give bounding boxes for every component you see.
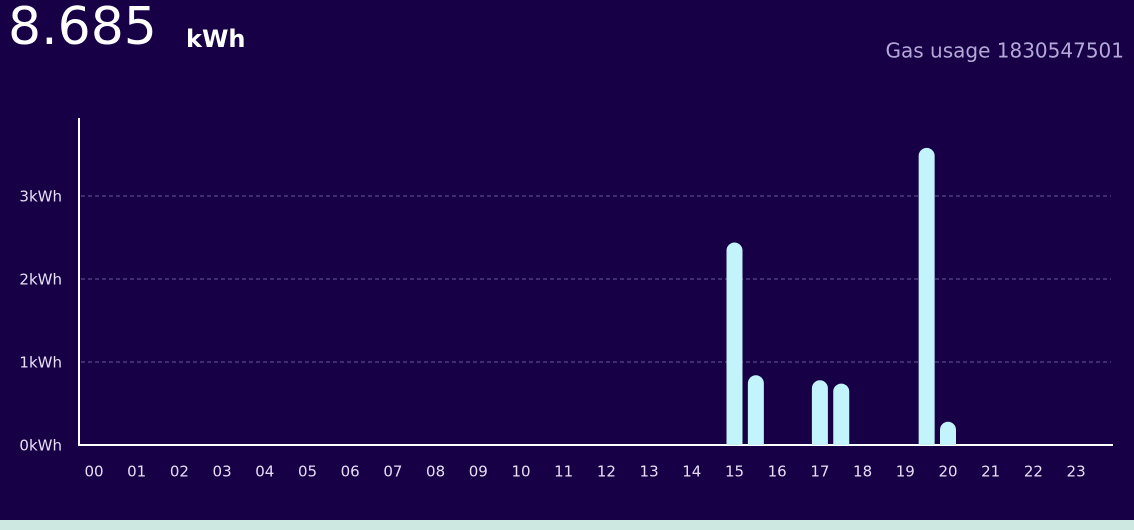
x-tick-label: 19	[896, 463, 915, 481]
bottom-strip	[0, 520, 1134, 530]
x-tick-label: 08	[426, 463, 445, 481]
y-tick-label: 0kWh	[19, 437, 62, 455]
x-tick-label: 09	[469, 463, 488, 481]
x-tick-label: 11	[554, 463, 573, 481]
x-tick-label: 07	[383, 463, 402, 481]
x-tick-label: 05	[298, 463, 317, 481]
x-tick-label: 13	[640, 463, 659, 481]
y-tick-label: 1kWh	[19, 354, 62, 372]
headline-unit: kWh	[186, 25, 246, 53]
headline-value: 8.685	[8, 0, 157, 57]
bar	[726, 242, 743, 445]
x-tick-label: 12	[597, 463, 616, 481]
bar	[811, 380, 828, 445]
bar	[918, 147, 935, 445]
bar	[940, 421, 956, 445]
x-tick-label: 16	[768, 463, 787, 481]
x-tick-label: 23	[1067, 463, 1086, 481]
x-tick-label: 21	[981, 463, 1000, 481]
y-tick-label: 2kWh	[19, 271, 62, 289]
x-tick-label: 04	[255, 463, 274, 481]
x-tick-label: 01	[127, 463, 146, 481]
bar	[833, 383, 850, 445]
x-tick-label: 15	[725, 463, 744, 481]
x-tick-label: 03	[213, 463, 232, 481]
x-tick-label: 20	[938, 463, 957, 481]
x-tick-label: 02	[170, 463, 189, 481]
chart-title: Gas usage 1830547501	[886, 39, 1125, 63]
x-tick-label: 17	[810, 463, 829, 481]
x-tick-label: 00	[84, 463, 103, 481]
x-tick-label: 18	[853, 463, 872, 481]
x-tick-label: 14	[682, 463, 701, 481]
bar	[747, 375, 764, 445]
x-tick-label: 06	[341, 463, 360, 481]
x-tick-label: 10	[511, 463, 530, 481]
x-tick-label: 22	[1024, 463, 1043, 481]
y-tick-label: 3kWh	[19, 188, 62, 206]
